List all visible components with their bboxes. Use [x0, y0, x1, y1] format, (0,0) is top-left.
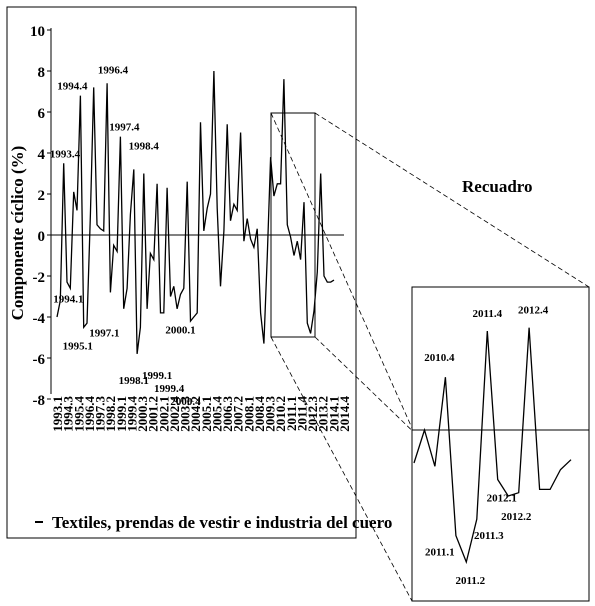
y-ticks: -8 -6 -4 -2 0 2 4 6 8 10	[30, 24, 51, 409]
inset-annotation-label: 2012.1	[487, 493, 517, 505]
inset-title: Recuadro	[462, 177, 533, 196]
connector-line-top-right	[314, 112, 590, 288]
x-tick-label: 1999.4	[124, 396, 139, 432]
y-tick-label: 6	[38, 106, 46, 122]
x-tick-label: 2004.2	[188, 396, 203, 432]
y-tick-label: 4	[38, 147, 46, 163]
x-tick-label: 1995.4	[71, 396, 86, 432]
y-tick-label: -2	[33, 270, 46, 286]
y-tick-label: -4	[33, 311, 46, 327]
x-tick-label: 2001.2	[146, 396, 161, 432]
x-tick-label: 1994.3	[61, 396, 76, 432]
x-tick-label: 2005.1	[199, 396, 214, 432]
inset-frame	[411, 286, 590, 602]
inset-annotation-label: 2011.2	[456, 575, 486, 587]
y-tick-label: 2	[38, 188, 46, 204]
x-tick-label: 2007.2	[231, 396, 246, 432]
x-tick-label: 2006.3	[220, 396, 235, 432]
x-tick-label: 1999.1	[114, 396, 129, 432]
x-tick-label: 1993.1	[50, 396, 65, 432]
main-annotation-label: 1994.4	[57, 81, 88, 93]
main-annotation-label: 1999.4	[154, 383, 185, 395]
y-tick-label: 10	[30, 24, 45, 40]
x-tick-label: 2010.2	[273, 396, 288, 432]
x-tick-label: 2008.1	[241, 396, 256, 432]
y-tick-label: -6	[33, 352, 46, 368]
x-tick-label: 2011.1	[284, 396, 299, 431]
main-axes	[50, 28, 344, 394]
x-ticks: 1993.11994.31995.41996.41997.31998.21999…	[50, 396, 352, 432]
x-tick-label: 2013.2	[316, 396, 331, 432]
main-series-line	[56, 70, 335, 354]
main-annotation-label: 1998.4	[129, 140, 160, 152]
x-tick-label: 2005.4	[209, 396, 224, 432]
x-tick-label: 1998.2	[103, 396, 118, 432]
y-axis-label: Componente cíclico (%)	[8, 146, 27, 321]
x-tick-label: 1997.3	[93, 396, 108, 432]
inset-series-line	[413, 327, 572, 565]
x-tick-label: 1996.4	[82, 396, 97, 432]
main-annotation-label: 1993.4	[50, 148, 81, 160]
zoom-highlight-box	[270, 112, 316, 338]
main-annotation-label: 1998.1	[119, 375, 149, 387]
x-tick-label: 2000.3	[135, 396, 150, 432]
connector-line-bottom-left	[270, 336, 413, 602]
inset-annotation-label: 2012.4	[518, 305, 549, 317]
inset-annotation-label: 2012.2	[501, 511, 532, 523]
main-chart-frame	[6, 6, 357, 539]
x-tick-label: 2014.4	[337, 396, 352, 432]
legend-label: Textiles, prendas de vestir e industria …	[52, 513, 392, 532]
x-tick-label: 2002.4	[167, 396, 182, 432]
main-annotation-label: 2000.1	[165, 324, 195, 336]
main-annotation-label: 1999.1	[142, 370, 172, 382]
x-tick-label: 2009.3	[263, 396, 278, 432]
x-tick-label: 2003.3	[178, 396, 193, 432]
main-annotation-label: 1997.1	[89, 327, 119, 339]
x-tick-label: 2008.4	[252, 396, 267, 432]
main-annotation-label: 1994.1	[53, 293, 83, 305]
inset-annotation-label: 2010.4	[424, 352, 455, 364]
main-annotation-label: 1995.1	[63, 340, 93, 352]
y-tick-label: 0	[38, 229, 46, 245]
x-tick-label: 2014.1	[326, 396, 341, 432]
connector-line-top-left	[270, 112, 413, 429]
main-annotation-label: 1996.4	[98, 64, 129, 76]
inset-annotation-label: 2011.3	[474, 530, 504, 542]
x-tick-label: 2011.4	[294, 396, 309, 432]
main-annotation-label: 1997.4	[109, 122, 140, 134]
y-tick-label: 8	[38, 65, 46, 81]
main-annotations: 1993.41994.11994.41995.11995.41996.41997…	[50, 64, 201, 408]
x-tick-label: 2002.1	[156, 396, 171, 432]
y-tick-label: -8	[33, 393, 46, 409]
inset-annotation-label: 2011.1	[425, 547, 455, 559]
main-annotation-label: 2000.4	[170, 396, 201, 408]
inset-annotation-label: 2011.4	[472, 308, 502, 320]
inset-annotations: 2010.4 2011.1 2011.2 2011.3 2011.4 2012.1 2012…	[424, 305, 548, 587]
